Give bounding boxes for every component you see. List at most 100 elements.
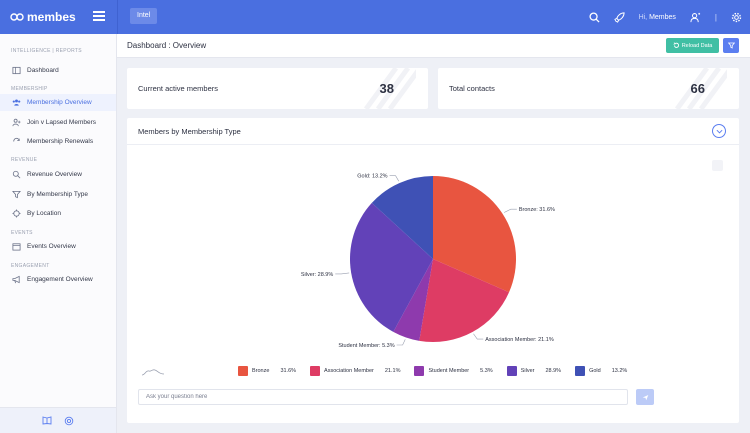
- megaphone-icon: [12, 275, 20, 284]
- sidebar-section-revenue: REVENUE: [11, 157, 38, 163]
- sidebar-item-revenue-overview[interactable]: Revenue Overview: [0, 166, 116, 183]
- legend-percent: 5.3%: [480, 368, 493, 374]
- filter-icon: [12, 190, 21, 199]
- stat-label: Total contacts: [449, 84, 495, 93]
- panel-title: Members by Membership Type: [138, 127, 241, 136]
- sidebar-item-by-location[interactable]: By Location: [0, 205, 116, 222]
- stat-value: 66: [690, 81, 705, 96]
- sidebar-item-dashboard[interactable]: Dashboard: [0, 62, 116, 79]
- pie-label-connector: [473, 333, 484, 340]
- legend-label: Gold: [589, 368, 601, 374]
- location-icon: [12, 209, 21, 218]
- legend-label: Silver: [520, 368, 535, 374]
- user-name[interactable]: Membes: [649, 13, 676, 21]
- sidebar-item-label: Membership Overview: [27, 99, 92, 106]
- brand-name: membes: [27, 10, 76, 24]
- sidebar-item-label: By Location: [27, 210, 61, 217]
- membes-logo-icon: [10, 13, 24, 21]
- pie-slice-gold[interactable]: [371, 176, 433, 259]
- renew-icon: [13, 137, 20, 142]
- filter-icon: [727, 42, 735, 49]
- pie-data-label: Association Member: 21.1%: [485, 337, 554, 343]
- main-header: Dashboard : Overview Reload Data: [117, 34, 750, 58]
- legend-swatch: [310, 366, 321, 376]
- users-icon: [12, 99, 21, 106]
- pie-slice-silver[interactable]: [350, 202, 433, 332]
- pie-chart: Bronze: 31.6% Association Member: 21.1% St…: [301, 174, 555, 349]
- stat-label: Current active members: [138, 84, 219, 93]
- sidebar-item-label: Join v Lapsed Members: [27, 119, 97, 126]
- tab-intel[interactable]: Intel: [130, 8, 158, 24]
- legend-label: Bronze: [252, 368, 270, 374]
- legend-item-student-member[interactable]: Student Member 5.3%: [414, 366, 493, 376]
- legend-label: Association Member: [324, 368, 374, 374]
- legend-percent: 13.2%: [611, 368, 628, 374]
- legend-percent: 31.6%: [280, 368, 297, 374]
- sidebar-section-engagement: ENGAGEMENT: [11, 263, 50, 269]
- membership-type-panel: Members by Membership Type Bronze: 31.6%…: [127, 118, 739, 423]
- sidebar-item-join-lapsed[interactable]: Join v Lapsed Members: [0, 114, 116, 131]
- sidebar-item-label: Revenue Overview: [27, 171, 82, 178]
- legend-percent: 28.9%: [545, 368, 562, 374]
- sidebar-item-label: By Membership Type: [27, 191, 88, 198]
- sidebar-item-engagement-overview[interactable]: Engagement Overview: [0, 271, 116, 288]
- sidebar-item-membership-renewals[interactable]: Membership Renewals: [0, 133, 116, 150]
- pie-data-label: Silver: 28.9%: [301, 272, 334, 278]
- separator: |: [714, 12, 717, 22]
- panel-divider: [127, 144, 739, 145]
- sidebar: INTELLIGENCE | REPORTS Dashboard MEMBERS…: [0, 34, 117, 433]
- stripes-decoration: [674, 68, 727, 109]
- legend-item-silver[interactable]: Silver 28.9%: [506, 366, 562, 376]
- legend-item-bronze[interactable]: Bronze 31.6%: [238, 366, 296, 376]
- sidebar-item-label: Events Overview: [27, 243, 76, 250]
- help-icon[interactable]: [64, 416, 74, 426]
- rocket-icon[interactable]: [613, 11, 625, 23]
- legend-swatch: [238, 366, 248, 376]
- pie-slice-student-member[interactable]: [393, 259, 433, 341]
- chart-menu-button[interactable]: [712, 160, 723, 171]
- pie-slice-association-member[interactable]: [419, 259, 510, 342]
- refresh-icon: [673, 42, 679, 48]
- send-icon: [642, 394, 648, 400]
- pie-label-connector: [504, 208, 517, 213]
- menu-toggle-icon[interactable]: [93, 11, 105, 21]
- book-icon[interactable]: [42, 416, 52, 425]
- pie-data-label: Gold: 13.2%: [357, 174, 387, 180]
- sidebar-item-events-overview[interactable]: Events Overview: [0, 238, 116, 255]
- search-icon: [12, 170, 21, 179]
- legend-swatch: [575, 366, 586, 376]
- stat-card-total-contacts: Total contacts 66: [438, 68, 739, 109]
- pie-data-label: Bronze: 31.6%: [519, 207, 555, 213]
- collapse-button[interactable]: [712, 124, 726, 138]
- pie-slice-bronze[interactable]: [433, 176, 516, 293]
- top-bar: Intel Hi, Membes |: [117, 0, 750, 34]
- pie-data-label: Student Member: 5.3%: [338, 343, 394, 349]
- chevron-down-icon: [716, 129, 722, 133]
- pie-label-connector: [335, 272, 350, 275]
- chart-legend: Bronze 31.6% Association Member 21.1% Studen…: [238, 365, 641, 377]
- legend-item-association-member[interactable]: Association Member 21.1%: [310, 366, 400, 376]
- top-actions: Hi, Membes |: [589, 0, 742, 34]
- search-icon[interactable]: [589, 11, 600, 23]
- legend-label: Student Member: [428, 368, 470, 374]
- send-button[interactable]: [636, 389, 654, 405]
- reload-data-label: Reload Data: [681, 42, 713, 49]
- user-profile-icon[interactable]: [690, 12, 701, 23]
- sidebar-section-events: EVENTS: [11, 230, 33, 236]
- sidebar-section-reports: INTELLIGENCE | REPORTS: [11, 48, 82, 54]
- sidebar-item-membership-overview[interactable]: Membership Overview: [0, 94, 116, 111]
- stripes-decoration: [363, 68, 416, 109]
- sidebar-item-by-membership-type[interactable]: By Membership Type: [0, 186, 116, 203]
- reload-data-button[interactable]: Reload Data: [666, 38, 719, 53]
- sparkline-icon: [141, 369, 165, 376]
- legend-percent: 21.1%: [384, 368, 401, 374]
- sidebar-item-label: Engagement Overview: [27, 276, 93, 283]
- sidebar-item-label: Membership Renewals: [27, 138, 94, 145]
- gear-icon[interactable]: [731, 12, 742, 23]
- page-title: Dashboard : Overview: [127, 41, 207, 50]
- filter-button[interactable]: [723, 38, 739, 53]
- ask-question-input[interactable]: [138, 389, 628, 405]
- user-greeting: Hi, Membes: [638, 13, 676, 21]
- legend-item-gold[interactable]: Gold 13.2%: [575, 366, 627, 376]
